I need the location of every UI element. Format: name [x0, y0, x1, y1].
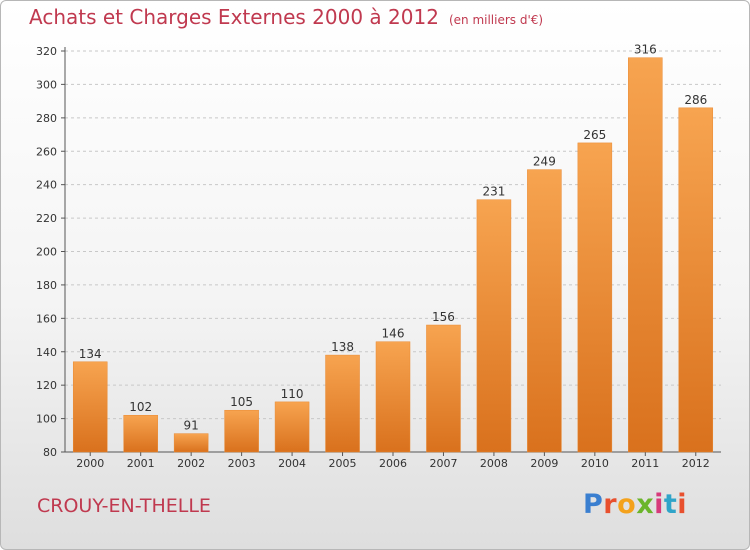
bar-2009 — [527, 169, 562, 453]
bar-2012 — [678, 107, 714, 453]
y-tick-label: 300 — [36, 78, 57, 91]
data-label-2006: 146 — [382, 327, 405, 341]
y-tick-label: 120 — [36, 379, 57, 392]
x-tick-label-2005: 2005 — [329, 457, 357, 470]
y-tick-label: 180 — [36, 279, 57, 292]
bar-2011 — [628, 57, 663, 453]
chart-unit: (en milliers d'€) — [448, 13, 544, 27]
y-tick-label: 160 — [36, 312, 57, 325]
y-tick-label: 220 — [36, 212, 57, 225]
y-tick-label: 320 — [36, 45, 57, 58]
x-tick-label-2004: 2004 — [278, 457, 306, 470]
logo-letter: P — [583, 489, 604, 520]
data-label-2010: 265 — [583, 128, 606, 142]
bar-2002 — [173, 433, 209, 453]
y-tick-label: 200 — [36, 246, 57, 259]
data-label-2000: 134 — [79, 347, 102, 361]
x-tick-label-2000: 2000 — [76, 457, 104, 470]
logo-letter: i — [654, 489, 664, 520]
x-tick-label-2009: 2009 — [530, 457, 558, 470]
x-tick-label-2011: 2011 — [631, 457, 659, 470]
logo-letter: r — [603, 489, 618, 520]
bar-2007 — [426, 324, 461, 453]
bar-2008 — [476, 199, 512, 453]
y-tick-label: 140 — [36, 346, 57, 359]
x-tick-label-2002: 2002 — [177, 457, 205, 470]
x-tick-label-2008: 2008 — [480, 457, 508, 470]
data-label-2011: 316 — [634, 43, 657, 57]
y-tick-label: 280 — [36, 112, 57, 125]
bar-2000 — [72, 361, 108, 453]
data-label-2004: 110 — [281, 387, 304, 401]
data-label-2012: 286 — [684, 93, 707, 107]
data-label-2009: 249 — [533, 155, 556, 169]
logo-letter: i — [677, 489, 688, 520]
data-label-2001: 102 — [129, 400, 152, 414]
data-label-2007: 156 — [432, 310, 455, 324]
data-label-2005: 138 — [331, 340, 354, 354]
x-tick-label-2003: 2003 — [228, 457, 256, 470]
chart-title-text: Achats et Charges Externes 2000 à 2012 — [29, 5, 439, 29]
logo-letter: x — [636, 489, 655, 520]
y-tick-label: 80 — [43, 446, 57, 459]
bar-2001 — [123, 414, 158, 453]
bar-2006 — [375, 341, 411, 453]
proxiti-logo: Proxiti — [583, 489, 687, 520]
data-label-2002: 91 — [184, 419, 199, 433]
logo-letter: t — [663, 489, 678, 520]
logo-letter: o — [617, 489, 637, 520]
bar-2003 — [224, 409, 259, 453]
y-tick-label: 240 — [36, 179, 57, 192]
labels: 80 100 120 140 160 180 200 220 240 260 280 300 320 13… — [36, 43, 710, 470]
bar-2010 — [577, 142, 613, 453]
x-tick-label-2001: 2001 — [127, 457, 155, 470]
x-tick-label-2012: 2012 — [682, 457, 710, 470]
data-label-2008: 231 — [482, 185, 505, 199]
bar-2004 — [274, 401, 310, 453]
bar-2005 — [325, 354, 360, 453]
y-tick-label: 100 — [36, 413, 57, 426]
x-tick-label-2007: 2007 — [429, 457, 457, 470]
data-label-2003: 105 — [230, 395, 253, 409]
x-tick-label-2006: 2006 — [379, 457, 407, 470]
bars — [72, 57, 714, 453]
chart-title: Achats et Charges Externes 2000 à 2012 (e… — [29, 5, 543, 29]
y-tick-label: 260 — [36, 145, 57, 158]
place-name: CROUY-EN-THELLE — [37, 495, 211, 517]
x-tick-label-2010: 2010 — [581, 457, 609, 470]
